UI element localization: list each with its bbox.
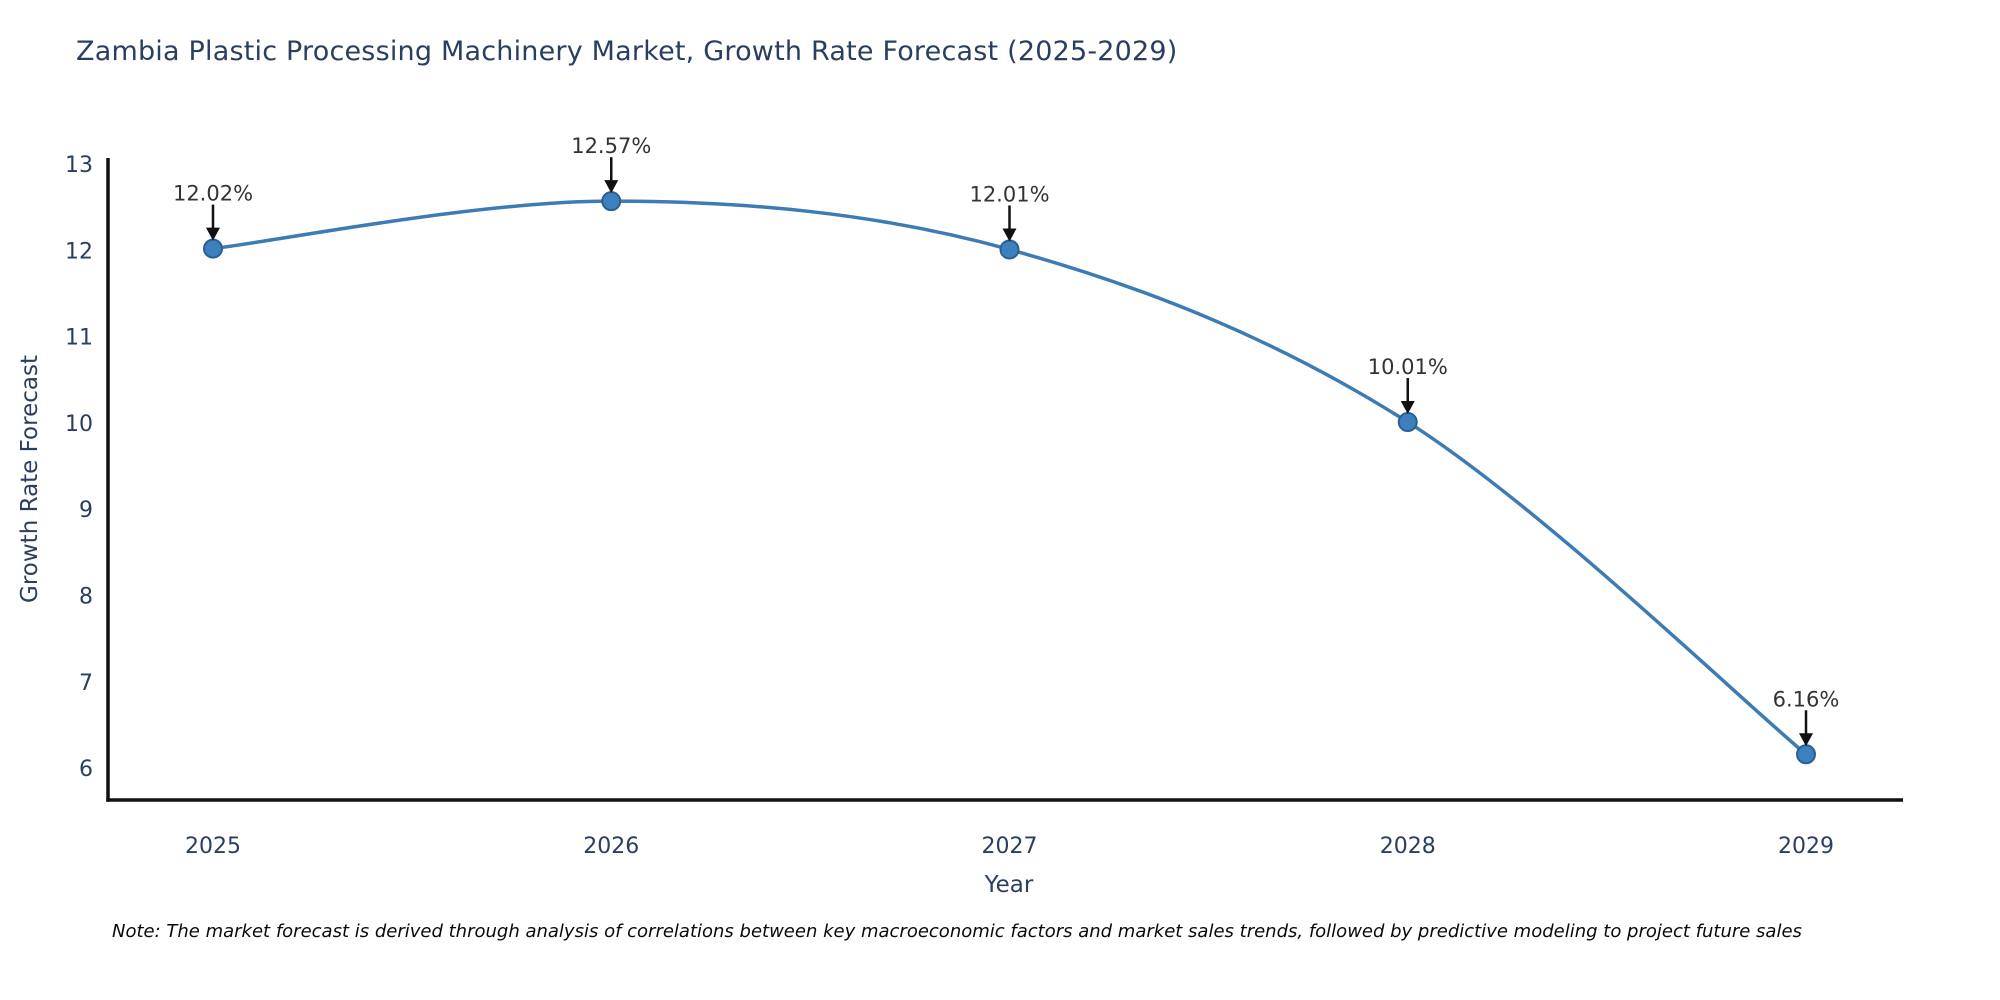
data-point-marker[interactable] [601, 191, 622, 212]
y-tick-label: 13 [65, 153, 93, 178]
chart-title: Zambia Plastic Processing Machinery Mark… [76, 36, 1178, 67]
data-point-marker[interactable] [203, 238, 223, 259]
y-tick-label: 6 [79, 757, 93, 782]
annotation-arrowhead [604, 180, 619, 194]
y-tick-label: 8 [79, 584, 93, 609]
y-tick-label: 7 [79, 671, 93, 696]
data-point-marker[interactable] [999, 239, 1020, 260]
point-annotation-label: 12.57% [571, 134, 651, 158]
x-axis-title: Year [984, 872, 1034, 898]
annotation-arrowhead [1799, 733, 1813, 747]
y-tick-label: 9 [79, 498, 93, 523]
point-annotation-label: 10.01% [1368, 355, 1448, 379]
annotation-arrowhead [1400, 401, 1415, 415]
data-point-marker[interactable] [1397, 412, 1418, 433]
annotation-arrowhead [206, 227, 220, 241]
x-tick-label: 2028 [1380, 834, 1436, 859]
point-annotation-label: 6.16% [1773, 687, 1840, 711]
y-tick-label: 10 [65, 412, 93, 437]
x-tick-label: 2027 [982, 834, 1038, 859]
footnote: Note: The market forecast is derived thr… [112, 921, 1802, 942]
x-tick-label: 2029 [1778, 834, 1834, 859]
point-annotation-label: 12.01% [969, 182, 1049, 206]
x-tick-label: 2026 [583, 834, 639, 859]
x-tick-label: 2025 [185, 834, 241, 859]
y-tick-label: 12 [65, 239, 93, 264]
y-tick-label: 11 [65, 326, 93, 351]
point-annotation-label: 12.02% [173, 182, 253, 206]
annotation-arrowhead [1002, 228, 1017, 242]
data-point-marker[interactable] [1796, 744, 1816, 765]
trend-line [211, 199, 1808, 757]
